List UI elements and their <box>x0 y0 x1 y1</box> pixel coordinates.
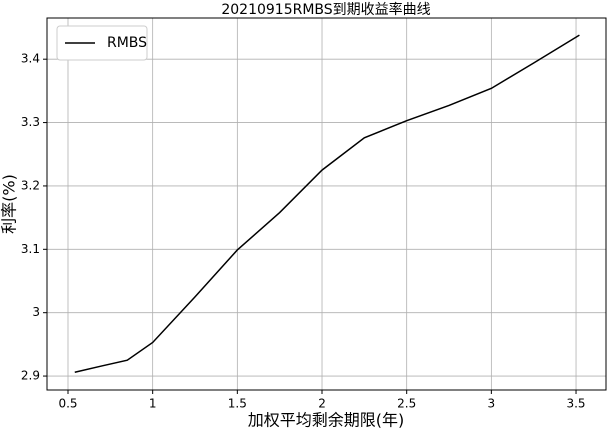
y-tick-label: 3.1 <box>21 242 40 256</box>
x-tick-label: 0.5 <box>58 397 77 411</box>
legend-box <box>56 25 148 61</box>
y-tick-label: 3 <box>32 305 40 319</box>
y-axis-label: 利率(%) <box>0 174 19 234</box>
y-tick-label: 2.9 <box>21 369 40 383</box>
plot-frame <box>46 17 607 391</box>
legend: RMBS <box>56 25 148 61</box>
line-series <box>74 34 580 373</box>
y-tick-label: 3.4 <box>21 52 40 66</box>
x-tick-label: 1.5 <box>228 397 247 411</box>
x-axis-label: 加权平均剩余期限(年) <box>248 411 405 430</box>
legend-label: RMBS <box>107 35 147 51</box>
x-tick-label: 2.5 <box>397 397 416 411</box>
x-tick-label: 3.5 <box>566 397 585 411</box>
chart-title: 20210915RMBS到期收益率曲线 <box>221 1 430 18</box>
y-tick-label: 3.3 <box>21 115 40 129</box>
y-tick-label: 3.2 <box>21 178 40 192</box>
x-tick-label: 2 <box>318 397 326 411</box>
x-tick-label: 1 <box>149 397 157 411</box>
x-tick-label: 3 <box>488 397 496 411</box>
